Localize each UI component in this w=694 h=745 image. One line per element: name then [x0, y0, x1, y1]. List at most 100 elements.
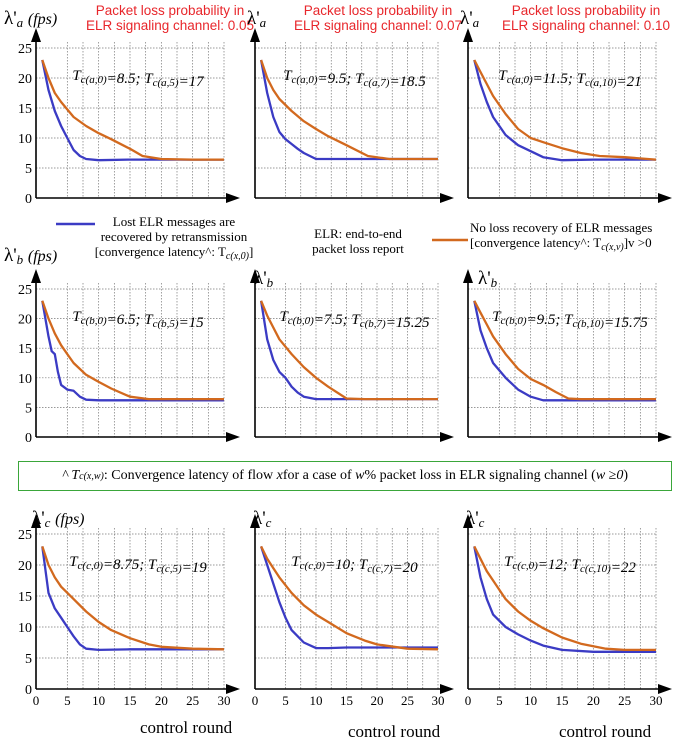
ylabel-b3-sym: λ' — [478, 268, 491, 289]
ylabel-a3-sym: λ' — [460, 8, 473, 29]
chart-6-series-orange-line — [473, 300, 656, 401]
xlabel-col-1: control round — [140, 718, 233, 737]
ylabel-a-unit: (fps) — [27, 11, 58, 28]
legend-orange-text: No loss recovery of ELR messages [conver… — [470, 220, 690, 255]
note-end: ) — [623, 468, 629, 483]
chart-8-xtick-25: 25 — [401, 693, 414, 708]
note-mid2: for a case of — [282, 468, 352, 483]
note-var-w: w — [355, 468, 365, 483]
chart-7-xtick-20: 20 — [155, 693, 168, 708]
chart-1-ytick-10: 10 — [18, 132, 32, 147]
chart-2-annotation-part: =18.5 — [389, 74, 426, 90]
chart-1-annotation: Tc(a,0)=8.5; Tc(a,5)=17 — [72, 68, 205, 90]
legend-orange-line2-text: [convergence latency^: T — [470, 235, 602, 250]
chart-5-y-arrow — [250, 269, 260, 283]
chart-5-annotation-part: =15.25 — [386, 315, 430, 331]
legend-orange-line1: No loss recovery of ELR messages — [470, 220, 653, 235]
chart-9-xtick-15: 15 — [556, 693, 569, 708]
chart-2-annotation-part: T — [355, 71, 365, 87]
chart-9-y-arrow — [463, 514, 473, 528]
ylabel-c-sub: c — [44, 515, 51, 530]
ylabel-b-unit: (fps) — [27, 248, 58, 265]
chart-7-ytick-5: 5 — [25, 652, 32, 667]
legend-orange-line2: [convergence latency^: Tc(x,v)]v >0 — [470, 235, 690, 255]
chart-5-series-orange-line — [260, 300, 438, 401]
header-col-3-line2: ELR signaling channel: 0.10 — [501, 18, 671, 33]
chart-6-annotation-part: T — [564, 312, 574, 328]
chart-1-x-arrow — [226, 193, 240, 203]
chart-1-ytick-25: 25 — [18, 42, 32, 57]
chart-5-annotation-part: T — [279, 309, 289, 325]
chart-6-annotation-part: =9.5; — [527, 312, 565, 328]
chart-6-y-arrow — [463, 269, 473, 283]
ylabel-c2-sub: c — [265, 515, 272, 530]
chart-7-ytick-10: 10 — [18, 621, 32, 636]
ylabel-row-b: λ'b (fps) — [4, 245, 57, 268]
legend-blue-line3: [convergence latency^: Tc(x,0)] — [84, 244, 264, 264]
chart-7-xtick-5: 5 — [64, 693, 71, 708]
legend-blue-line1: Lost ELR messages are — [112, 214, 236, 229]
ylabel-b2-sub: b — [266, 275, 274, 290]
chart-1-ytick-0: 0 — [25, 192, 32, 207]
ylabel-b-sub: b — [16, 252, 24, 267]
chart-2-series-orange-line — [260, 59, 438, 161]
chart-5-annotation: Tc(b,0)=7.5; Tc(b,7)=15.25 — [279, 309, 430, 331]
ylabel-c2-sym: λ' — [253, 508, 266, 529]
chart-8-series-blue-line — [260, 546, 438, 650]
note-mid3: % packet loss in ELR signaling channel ( — [364, 468, 596, 483]
chart-7-series-orange-line — [41, 546, 225, 651]
chart-7-annotation-sub: c(c,5) — [156, 563, 182, 575]
chart-3-y-arrow — [463, 28, 473, 42]
chart-1-annotation-part: =17 — [179, 74, 206, 90]
chart-7-xtick-25: 25 — [186, 693, 199, 708]
chart-3-annotation-part: T — [577, 71, 587, 87]
chart-6-annotation-part: T — [492, 309, 502, 325]
chart-7-ytick-20: 20 — [18, 559, 32, 574]
header-col-3-line1: Packet loss probability in — [511, 3, 661, 18]
ylabel-c-sym: λ' — [32, 508, 45, 529]
ylabel-row-b-col3: λ'b — [478, 268, 497, 291]
ylabel-row-a: λ'a (fps) — [4, 8, 57, 31]
chart-9-x-arrow — [658, 684, 672, 694]
chart-1-series-orange-line — [41, 59, 224, 161]
xlabel-col-3: control round — [559, 722, 652, 741]
chart-7-annotation-part: T — [148, 557, 158, 573]
chart-1-ytick-5: 5 — [25, 162, 32, 177]
chart-4-ytick-0: 0 — [25, 431, 32, 446]
ylabel-a2-sub: a — [259, 15, 267, 30]
chart-5-x-arrow — [440, 432, 454, 442]
chart-9-series-blue-line — [473, 546, 656, 653]
chart-3-annotation-part: =21 — [617, 74, 642, 90]
chart-8-xtick-0: 0 — [252, 693, 259, 708]
chart-8-y-arrow — [250, 514, 260, 528]
chart-8-annotation-part: T — [359, 557, 369, 573]
chart-1-ytick-15: 15 — [18, 102, 32, 117]
ylabel-row-b-col2: λ'b — [254, 268, 273, 291]
ylabel-row-a-col3: λ'a — [460, 8, 479, 31]
chart-7-annotation-part: =19 — [182, 560, 208, 576]
ylabel-c3-sym: λ' — [466, 508, 479, 529]
chart-4-y-arrow — [31, 269, 41, 283]
chart-8-xtick-20: 20 — [371, 693, 384, 708]
chart-6-annotation-sub: c(b,10) — [572, 318, 604, 330]
chart-8-annotation-sub: c(c,7) — [367, 563, 393, 575]
chart-2-y-arrow — [250, 28, 260, 42]
chart-9-annotation-part: T — [504, 554, 514, 570]
chart-8-x-arrow — [440, 684, 454, 694]
chart-9-annotation-sub: c(c,0) — [512, 560, 538, 572]
ylabel-a3-sub: a — [472, 15, 480, 30]
chart-9-annotation-part: =22 — [611, 560, 637, 576]
chart-7-annotation-part: T — [69, 554, 79, 570]
ylabel-a-sym: λ' — [4, 8, 17, 29]
header-col-1-line1: Packet loss probability in — [95, 3, 245, 18]
chart-2-annotation-sub: c(a,0) — [292, 74, 318, 86]
chart-4-ytick-20: 20 — [18, 313, 32, 328]
chart-8-annotation-part: T — [291, 554, 301, 570]
chart-7-ytick-0: 0 — [25, 683, 32, 698]
chart-2-annotation-sub: c(a,7) — [363, 77, 389, 89]
chart-9-annotation-sub: c(c,10) — [580, 563, 611, 575]
chart-6-annotation-part: =15.75 — [604, 315, 648, 331]
chart-8-annotation-part: =20 — [393, 560, 419, 576]
chart-2-annotation: Tc(a,0)=9.5; Tc(a,7)=18.5 — [283, 68, 426, 90]
chart-1-annotation-part: T — [144, 71, 154, 87]
